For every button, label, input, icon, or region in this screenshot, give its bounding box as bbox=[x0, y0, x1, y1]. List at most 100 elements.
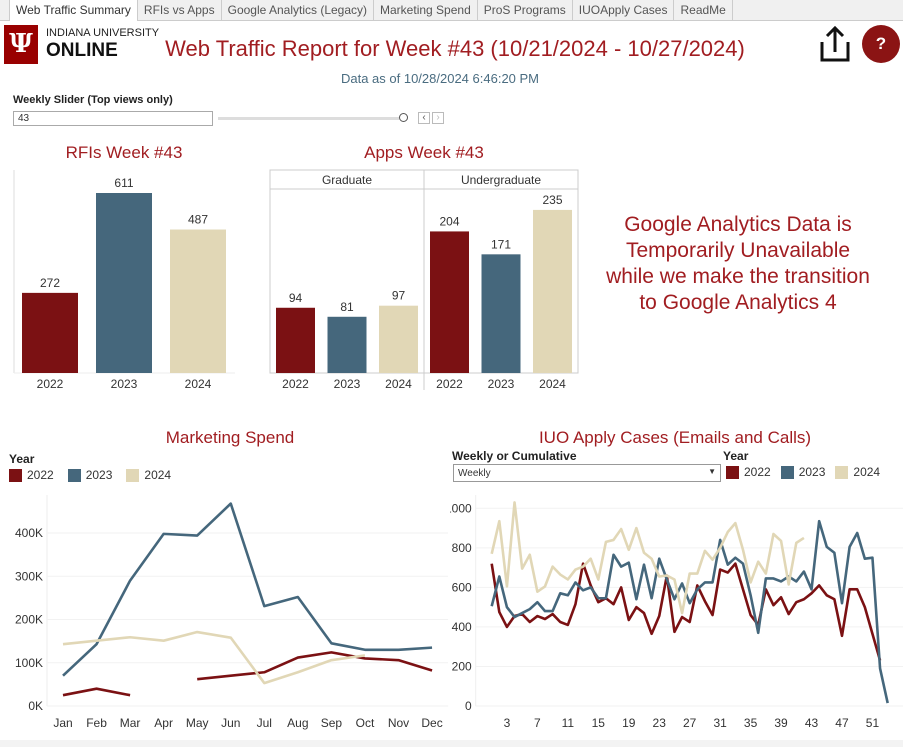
iuo-chart: 0 200 400 600 800 1000 3 7 11 15 19 23 27 31 35 39 43 47 5… bbox=[450, 495, 903, 730]
iuo-line-2024 bbox=[490, 501, 805, 615]
footer-strip bbox=[0, 740, 903, 747]
x-tick-label: Mar bbox=[120, 716, 141, 730]
marketing-line-2022 bbox=[197, 651, 433, 681]
notice-line: Google Analytics Data is bbox=[624, 213, 852, 236]
notice-line: Temporarily Unavailable bbox=[625, 239, 851, 262]
logo-line1: INDIANA UNIVERSITY bbox=[46, 27, 160, 39]
legend-label: 2024 bbox=[853, 465, 881, 479]
legend-item-2024[interactable]: 2024 bbox=[835, 465, 880, 479]
tab-google-analytics-legacy-[interactable]: Google Analytics (Legacy) bbox=[222, 0, 375, 21]
weekly-cumulative-dropdown[interactable]: Weekly ▼ bbox=[453, 464, 721, 482]
group-header-graduate: Graduate bbox=[322, 173, 372, 187]
x-tick-label: 43 bbox=[805, 716, 819, 730]
data-label: 272 bbox=[40, 276, 60, 290]
marketing-chart: 0K 100K 200K 300K 400K Jan Feb Mar Apr May Jun Jul A… bbox=[15, 495, 449, 730]
data-label: 204 bbox=[439, 214, 459, 228]
help-button[interactable]: ? bbox=[862, 25, 900, 63]
slider-label: Weekly Slider (Top views only) bbox=[13, 94, 173, 106]
iuo-line-2023 bbox=[490, 519, 889, 704]
tab-web-traffic-summary[interactable]: Web Traffic Summary bbox=[9, 0, 138, 21]
bar-apps-undergraduate-2023 bbox=[481, 254, 521, 373]
notice-line: to Google Analytics 4 bbox=[639, 291, 837, 314]
x-tick-label: 47 bbox=[835, 716, 849, 730]
bar-apps-graduate-2023 bbox=[327, 316, 367, 373]
tick-label: 2022 bbox=[37, 377, 64, 391]
marketing-line-2023 bbox=[62, 502, 433, 677]
legend-item-2022[interactable]: 2022 bbox=[726, 465, 771, 479]
x-tick-label: 3 bbox=[504, 716, 511, 730]
bar-rfi-2024 bbox=[170, 229, 226, 373]
iu-logo-mark: Ψ bbox=[4, 25, 38, 64]
share-icon[interactable] bbox=[814, 22, 856, 64]
data-label: 81 bbox=[340, 300, 354, 314]
iuo-line-2022 bbox=[490, 562, 882, 661]
tab-pros-programs[interactable]: ProS Programs bbox=[478, 0, 573, 21]
tick-label: 2024 bbox=[539, 377, 566, 391]
x-tick-label: 7 bbox=[534, 716, 541, 730]
legend-item-2022[interactable]: 2022 bbox=[9, 468, 54, 482]
legend-item-2023[interactable]: 2023 bbox=[780, 465, 825, 479]
legend-swatch bbox=[126, 468, 140, 482]
x-tick-label: Feb bbox=[86, 716, 107, 730]
legend-label: 2022 bbox=[744, 465, 771, 479]
data-label: 235 bbox=[542, 193, 562, 207]
x-tick-label: 23 bbox=[653, 716, 667, 730]
tab-iuoapply-cases[interactable]: IUOApply Cases bbox=[573, 0, 675, 21]
slider-next-button[interactable]: › bbox=[432, 112, 444, 124]
y-tick-label: 300K bbox=[15, 569, 43, 583]
y-tick-label: 1000 bbox=[450, 501, 472, 515]
bar-apps-undergraduate-2024 bbox=[533, 209, 572, 373]
data-label: 611 bbox=[114, 176, 133, 190]
logo-line2: ONLINE bbox=[46, 40, 118, 61]
tab-marketing-spend[interactable]: Marketing Spend bbox=[374, 0, 478, 21]
tab-bar: Web Traffic Summary RFIs vs Apps Google An… bbox=[0, 0, 903, 21]
marketing-legend-title: Year bbox=[9, 452, 35, 466]
tab-rfis-vs-apps[interactable]: RFIs vs Apps bbox=[138, 0, 222, 21]
y-tick-label: 0K bbox=[28, 699, 43, 713]
week-input[interactable]: 43 bbox=[13, 111, 213, 126]
legend-swatch bbox=[67, 468, 81, 482]
iuo-legend: 2022 2023 2024 bbox=[726, 465, 880, 479]
legend-item-2023[interactable]: 2023 bbox=[67, 468, 113, 482]
legend-label: 2022 bbox=[27, 468, 54, 482]
data-label: 487 bbox=[188, 213, 208, 227]
x-tick-label: Jul bbox=[257, 716, 272, 730]
x-tick-label: May bbox=[186, 716, 209, 730]
legend-swatch bbox=[835, 465, 849, 479]
x-tick-label: 27 bbox=[683, 716, 697, 730]
week-slider-track[interactable] bbox=[218, 117, 408, 120]
x-tick-label: 11 bbox=[562, 716, 575, 730]
data-label: 97 bbox=[392, 289, 406, 303]
legend-label: 2023 bbox=[85, 468, 113, 482]
week-slider-handle[interactable] bbox=[399, 113, 408, 122]
bar-rfi-2023 bbox=[96, 192, 152, 373]
bar-apps-graduate-2024 bbox=[379, 305, 418, 373]
slider-prev-button[interactable]: ‹ bbox=[418, 112, 430, 124]
legend-swatch bbox=[726, 465, 739, 479]
tick-label: 2022 bbox=[282, 377, 309, 391]
x-tick-label: 15 bbox=[592, 716, 606, 730]
x-tick-label: 35 bbox=[744, 716, 758, 730]
tick-label: 2023 bbox=[488, 377, 515, 391]
legend-swatch bbox=[780, 465, 794, 479]
x-tick-label: Jun bbox=[221, 716, 240, 730]
dropdown-value: Weekly bbox=[458, 468, 491, 479]
y-tick-label: 0 bbox=[465, 699, 472, 713]
y-tick-label: 800 bbox=[452, 541, 472, 555]
legend-item-2024[interactable]: 2024 bbox=[126, 468, 171, 482]
week-bar-charts: 272 2022 611 2023 487 2024 Graduate 94 2022 81 202… bbox=[13, 169, 579, 391]
legend-swatch bbox=[9, 468, 22, 482]
tick-label: 2024 bbox=[385, 377, 412, 391]
group-header-undergraduate: Undergraduate bbox=[461, 173, 541, 187]
x-tick-label: 31 bbox=[713, 716, 727, 730]
tick-label: 2024 bbox=[185, 377, 212, 391]
x-tick-label: Jan bbox=[53, 716, 72, 730]
iuo-legend-title: Year bbox=[723, 449, 749, 463]
tab-readme[interactable]: ReadMe bbox=[674, 0, 733, 21]
x-tick-label: 51 bbox=[866, 716, 880, 730]
apps-title: Apps Week #43 bbox=[364, 143, 484, 162]
x-tick-label: Sep bbox=[321, 716, 343, 730]
y-tick-label: 100K bbox=[15, 656, 43, 670]
legend-label: 2024 bbox=[144, 468, 172, 482]
tick-label: 2022 bbox=[436, 377, 463, 391]
